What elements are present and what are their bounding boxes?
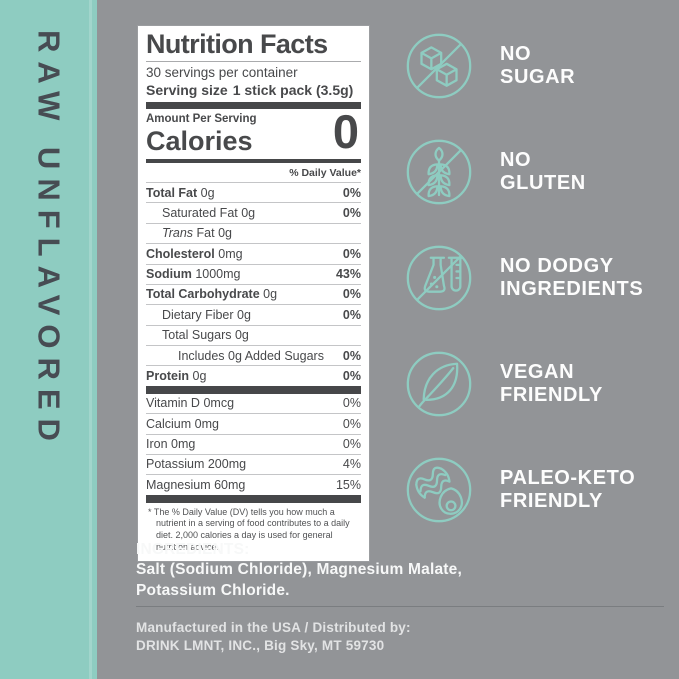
- thick-divider: [146, 494, 361, 503]
- nutrient-row-added-sugars: Includes 0g Added Sugars 0%: [146, 345, 361, 365]
- nutrient-row-total-fat: Total Fat 0g 0%: [146, 182, 361, 202]
- distributor-line: DRINK LMNT, INC., Big Sky, MT 59730: [136, 638, 385, 654]
- manufactured-line: Manufactured in the USA / Distributed by…: [136, 620, 411, 635]
- nutrition-facts-panel: Nutrition Facts 30 servings per containe…: [137, 25, 370, 563]
- nutrient-row-cholesterol: Cholesterol 0mg 0%: [146, 243, 361, 263]
- badge-vegan-friendly: VEGAN FRIENDLY: [404, 349, 643, 419]
- nutrient-row-sodium: Sodium 1000mg 43%: [146, 263, 361, 284]
- no-sugar-icon: [406, 33, 472, 99]
- daily-value-header: % Daily Value*: [289, 167, 361, 180]
- badge-no-sugar: NO SUGAR: [404, 31, 643, 101]
- badge-no-dodgy-ingredients: NO DODGY INGREDIENTS: [404, 243, 643, 313]
- serving-size: Serving size 1 stick pack (3.5g): [146, 81, 361, 102]
- vitamin-row-iron: Iron 0mg 0%: [146, 433, 361, 454]
- badge-paleo-keto-friendly: PALEO-KETO FRIENDLY: [404, 455, 643, 525]
- serving-size-label: Serving size: [146, 82, 228, 99]
- nutrient-row-protein: Protein 0g 0%: [146, 365, 361, 385]
- vegan-friendly-icon: [406, 351, 472, 417]
- medium-divider: [146, 159, 361, 164]
- nutrient-row-total-sugars: Total Sugars 0g: [146, 324, 361, 345]
- nutrient-row-total-carbohydrate: Total Carbohydrate 0g 0%: [146, 283, 361, 304]
- vitamin-row-potassium: Potassium 200mg 4%: [146, 453, 361, 474]
- badge-label: VEGAN FRIENDLY: [500, 361, 603, 406]
- calories-value: 0: [332, 105, 359, 159]
- vitamin-row-calcium: Calcium 0mg 0%: [146, 413, 361, 433]
- ingredients-block: INGREDIENTS: Salt (Sodium Chloride), Mag…: [136, 540, 536, 601]
- ingredients-text: Salt (Sodium Chloride), Magnesium Malate…: [136, 561, 462, 599]
- nutrient-row-dietary-fiber: Dietary Fiber 0g 0%: [146, 304, 361, 324]
- calories-block: Amount Per Serving Calories 0: [146, 105, 361, 159]
- badge-label: NO SUGAR: [500, 43, 576, 88]
- vitamin-row-vitamin-d: Vitamin D 0mcg 0%: [146, 396, 361, 411]
- nutrient-row-saturated-fat: Saturated Fat 0g 0%: [146, 202, 361, 222]
- distribution-block: Manufactured in the USA / Distributed by…: [136, 619, 411, 655]
- no-dodgy-ingredients-icon: [406, 245, 472, 311]
- horizontal-divider: [136, 606, 664, 607]
- no-gluten-icon: [406, 139, 472, 205]
- calories-label: Calories: [146, 126, 253, 157]
- paleo-keto-friendly-icon: [406, 457, 472, 523]
- feature-badges: NO SUGAR NO GLUTEN: [404, 31, 643, 525]
- vitamin-row-magnesium: Magnesium 60mg 15%: [146, 474, 361, 494]
- badge-label: NO GLUTEN: [500, 149, 586, 194]
- nutrition-facts-title: Nutrition Facts: [146, 29, 361, 63]
- flavor-name: RAW UNFLAVORED: [31, 30, 67, 450]
- servings-per-container: 30 servings per container: [146, 65, 298, 81]
- nutrient-row-trans-fat: Trans Fat 0g: [146, 222, 361, 243]
- serving-size-value: 1 stick pack (3.5g): [232, 82, 354, 99]
- thick-divider: [146, 102, 361, 110]
- badge-label: PALEO-KETO FRIENDLY: [500, 467, 636, 512]
- badge-no-gluten: NO GLUTEN: [404, 137, 643, 207]
- ingredients-heading: INGREDIENTS:: [136, 541, 250, 558]
- flavor-strip: RAW UNFLAVORED: [0, 0, 97, 679]
- daily-value-footnote: * The % Daily Value (DV) tells you how m…: [148, 506, 350, 552]
- thick-divider: [146, 385, 361, 394]
- amount-per-serving-label: Amount Per Serving: [146, 113, 257, 126]
- badge-label: NO DODGY INGREDIENTS: [500, 255, 644, 300]
